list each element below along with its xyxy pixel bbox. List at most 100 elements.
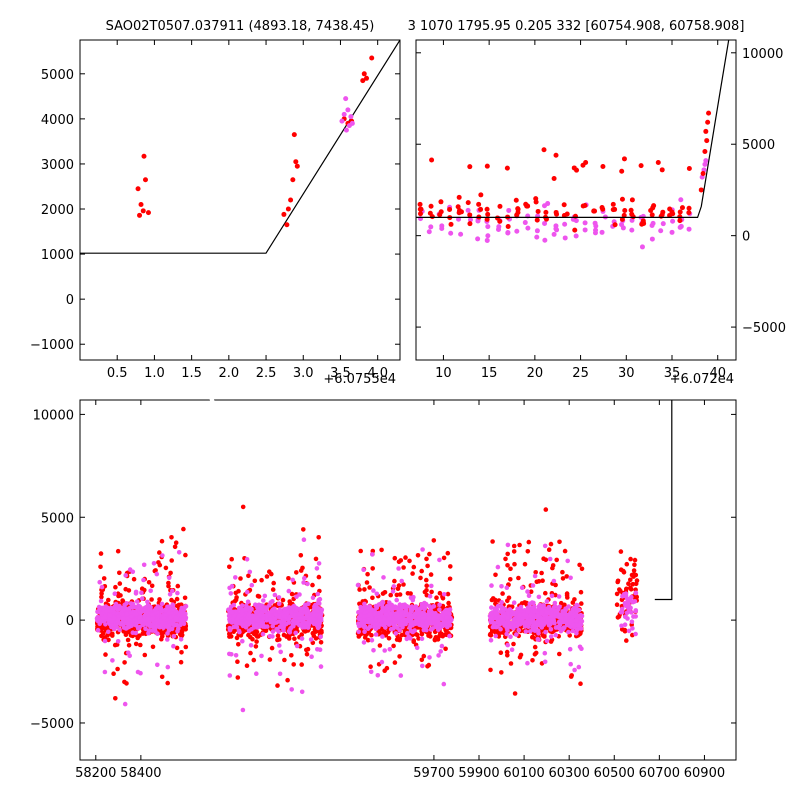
bottom-point [276, 601, 282, 606]
bottom-point [174, 645, 180, 651]
bottom-point [505, 542, 511, 548]
ul-xtick-label: 3.0 [293, 366, 314, 381]
upper-left-panel: SAO02T0507.037911 (4893.18, 7438.45) 0.5… [30, 19, 401, 387]
bottom-point [117, 627, 122, 633]
bottom-point [399, 632, 405, 638]
bottom-point [261, 598, 266, 603]
ul-point [360, 78, 366, 84]
bottom-point [248, 643, 254, 648]
bottom-point [246, 628, 252, 634]
bottom-point [578, 681, 583, 686]
bottom-point [546, 610, 551, 615]
bottom-panel: 58200 58400 59700 59900 60100 60300 60500 60700… [30, 395, 737, 781]
bottom-point [311, 621, 317, 626]
bottom-point [525, 589, 530, 594]
bottom-point [98, 551, 104, 556]
ur-point [417, 206, 423, 212]
bottom-point [403, 609, 409, 615]
bottom-point [374, 591, 380, 597]
bottom-point [369, 607, 374, 612]
bottom-point [315, 647, 320, 652]
bottom-point [137, 615, 142, 621]
ur-point [478, 192, 484, 198]
bottom-point [179, 602, 184, 607]
bottom-point [233, 618, 238, 624]
bottom-point [399, 578, 405, 584]
bottom-point [441, 555, 447, 561]
bottom-point [558, 628, 564, 634]
bottom-point [298, 553, 304, 558]
ur-point [706, 110, 712, 116]
ul-point [343, 127, 349, 133]
bottom-point [149, 583, 155, 589]
bottom-point [173, 540, 179, 545]
bottom-point [112, 591, 118, 596]
bottom-point [121, 616, 126, 621]
bottom-point [498, 650, 504, 655]
bottom-point [305, 581, 310, 587]
bottom-point [165, 680, 170, 686]
bottom-point [142, 652, 148, 658]
ur-point [640, 213, 646, 219]
bottom-point [573, 618, 579, 623]
bottom-point [522, 561, 528, 567]
ur-point [574, 167, 580, 173]
bottom-point [299, 636, 305, 641]
bottom-point [248, 650, 253, 656]
bottom-point [566, 622, 571, 627]
bottom-point [226, 613, 232, 619]
ur-point [629, 227, 635, 233]
bottom-point [504, 585, 510, 590]
bottom-point [249, 582, 255, 588]
bottom-point [441, 681, 447, 687]
ur-point [542, 220, 548, 226]
bottom-point [267, 657, 273, 662]
ur-point [619, 168, 625, 174]
ur-ytick-label: 0 [742, 230, 750, 245]
bottom-point [389, 606, 395, 612]
bottom-point [426, 615, 432, 621]
bottom-point [294, 643, 300, 649]
bottom-point [548, 541, 554, 547]
bottom-point [126, 643, 132, 648]
bottom-point [229, 583, 235, 589]
ur-point [534, 228, 540, 234]
bottom-point [289, 653, 294, 658]
bottom-point [153, 623, 159, 629]
ur-point [702, 161, 708, 167]
bottom-point [396, 566, 401, 571]
ul-point [361, 71, 367, 77]
bottom-point [367, 585, 372, 590]
bottom-point [159, 538, 165, 544]
bottom-point [395, 586, 401, 591]
bottom-point [166, 575, 172, 581]
ur-point [621, 212, 627, 218]
bottom-point [122, 602, 127, 608]
ur-point [484, 237, 490, 243]
bottom-point [371, 648, 376, 653]
bottom-point [447, 607, 453, 612]
bottom-point [181, 526, 186, 532]
bottom-point [438, 622, 443, 627]
bottom-point [126, 629, 132, 634]
bottom-point [115, 548, 121, 554]
bottom-point [176, 550, 182, 555]
bottom-point [511, 600, 517, 605]
bottom-point [563, 612, 569, 618]
bottom-point [145, 603, 151, 608]
bottom-point [370, 552, 375, 557]
bottom-point [139, 590, 144, 596]
bottom-point [245, 599, 251, 605]
bottom-point [269, 645, 275, 651]
bottom-point [554, 557, 559, 563]
bottom-point [557, 539, 562, 545]
bottom-point [270, 587, 276, 592]
bottom-point [355, 582, 361, 588]
bottom-point [488, 633, 494, 638]
bottom-point [110, 658, 115, 663]
bottom-point [539, 570, 544, 576]
ur-model-polyline [416, 40, 730, 218]
bottom-point [525, 660, 530, 666]
ur-point [448, 221, 454, 227]
ul-point [281, 211, 287, 217]
